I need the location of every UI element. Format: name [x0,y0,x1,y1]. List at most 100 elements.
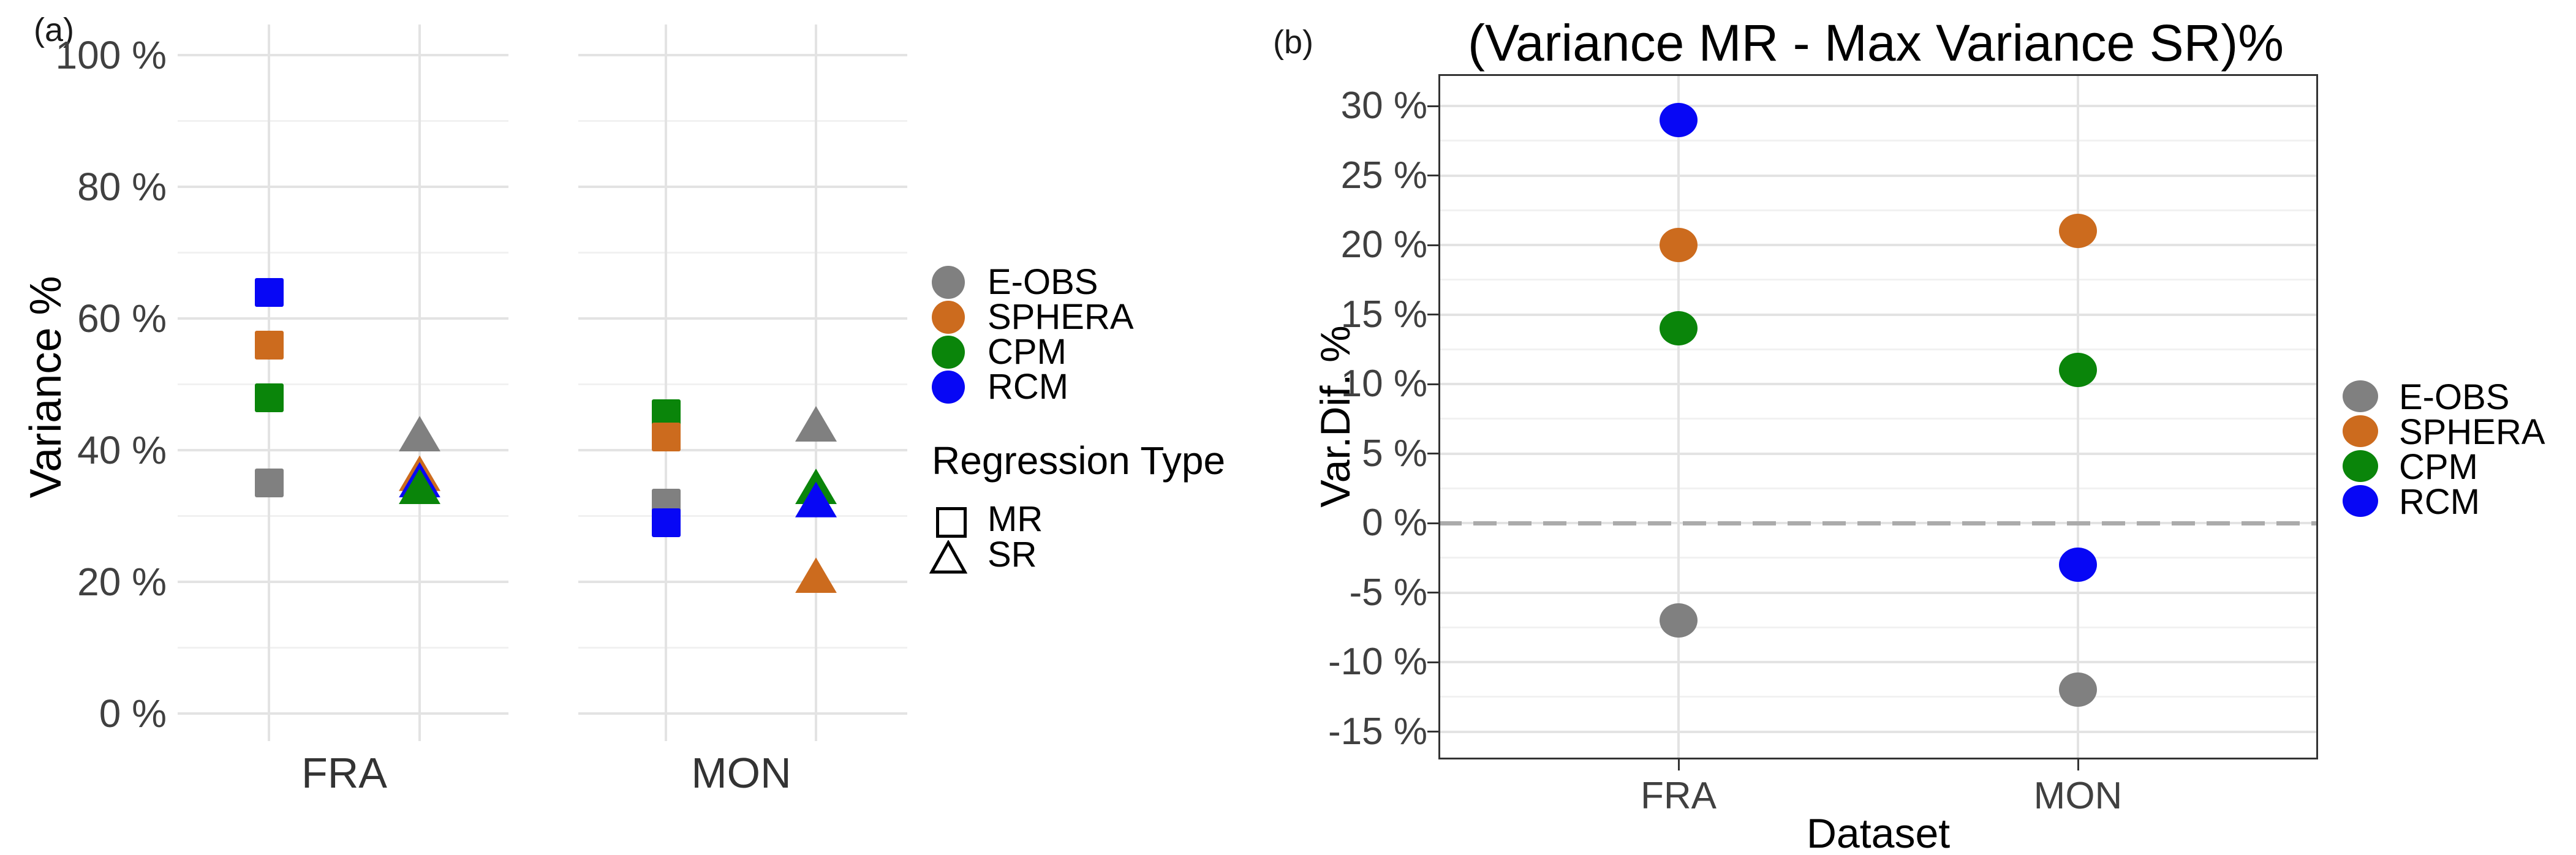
y-tick-label: 20 % [77,560,167,604]
y-axis-tick [1427,314,1438,315]
gridline-vertical [2077,74,2079,759]
gridline-major [578,317,907,320]
gridline-major [178,54,508,56]
gridline-major [1438,105,2318,107]
x-axis-tick [2077,759,2079,770]
point-FRA-MR-CPM [254,383,284,412]
point-FRA-MR-E-OBS [254,469,284,498]
y-tick-label: 60 % [77,296,167,341]
gridline-minor [178,515,508,517]
legend-label-CPM: CPM [988,332,1067,372]
legend-label-E-OBS: E-OBS [2399,377,2510,417]
point-FRA-RCM [1660,102,1698,137]
panel-a-x-label-mon: MON [691,749,791,797]
point-MON-MR-SPHERA [651,423,681,451]
y-axis-tick [1427,661,1438,663]
gridline-minor [578,383,907,385]
gridline-minor [1438,209,2318,211]
gridline-vertical [1677,74,1680,759]
panel-b-x-label-mon: MON [2033,775,2123,817]
x-axis-tick [1677,759,1680,770]
y-tick-label: 100 % [55,33,167,77]
gridline-major [178,581,508,583]
y-axis-tick [1427,731,1438,733]
legend-swatch-E-OBS [2343,380,2378,412]
panel-b-title: (Variance MR - Max Variance SR)% [1468,14,2284,72]
legend-swatch-CPM [2343,450,2378,482]
gridline-minor [178,120,508,122]
gridline-minor [578,252,907,254]
gridline-minor [578,515,907,517]
y-axis-tick [1427,105,1438,107]
y-tick-label: 20 % [1340,224,1427,266]
y-tick-label: 15 % [1340,293,1427,336]
legend-swatch-SPHERA [2343,415,2378,447]
gridline-minor [178,647,508,649]
gridline-vertical [815,24,817,741]
point-MON-RCM [2059,548,2097,582]
y-tick-label: 25 % [1340,154,1427,197]
gridline-major [578,54,907,56]
legend-swatch-RCM [932,371,965,404]
panel-b-border [1438,74,2318,759]
gridline-minor [578,120,907,122]
gridline-minor [1438,487,2318,489]
y-axis-tick [1427,244,1438,246]
point-FRA-MR-RCM [254,277,284,307]
y-tick-label: 5 % [1362,432,1427,475]
point-MON-MR-RCM [651,508,681,537]
legend-label-E-OBS: E-OBS [988,262,1098,302]
zero-dashed-line [1438,521,2318,525]
gridline-minor [1438,696,2318,698]
gridline-major [578,712,907,715]
y-tick-label: -10 % [1328,641,1427,683]
point-MON-CPM [2059,353,2097,388]
gridline-major [578,186,907,188]
panel-b-x-axis-title: Dataset [1806,810,1951,855]
legend-label-SPHERA: SPHERA [2399,412,2545,452]
gridline-minor [1438,418,2318,420]
gridline-major [1438,591,2318,594]
gridline-major [178,186,508,188]
gridline-major [1438,730,2318,733]
y-axis-tick [1427,453,1438,454]
gridline-major [1438,661,2318,663]
panel-a-shape-legend-title: Regression Type [932,439,1226,483]
gridline-major [578,581,907,583]
panel-a-label: (a) [34,12,74,48]
point-FRA-MR-SPHERA [254,330,284,360]
gridline-major [178,449,508,451]
y-tick-label: 30 % [1340,85,1427,127]
legend-swatch-CPM [932,336,965,369]
point-FRA-SPHERA [1660,228,1698,262]
gridline-major [1438,244,2318,246]
gridline-vertical [268,24,270,741]
y-axis-tick [1427,383,1438,385]
gridline-major [1438,383,2318,385]
mr-square-icon [936,507,967,538]
gridline-major [1438,174,2318,177]
gridline-minor [1438,279,2318,281]
panel-b-label: (b) [1273,24,1313,61]
legend-swatch-RCM [2343,485,2378,517]
point-FRA-CPM [1660,311,1698,346]
gridline-major [178,317,508,320]
gridline-minor [1438,348,2318,350]
gridline-major [178,712,508,715]
point-MON-E-OBS [2059,672,2097,707]
sr-triangle-icon [929,539,968,574]
gridline-major [578,449,907,451]
legend-label-CPM: CPM [2399,447,2478,487]
legend-label-RCM: RCM [2399,482,2480,522]
point-FRA-E-OBS [1660,603,1698,638]
